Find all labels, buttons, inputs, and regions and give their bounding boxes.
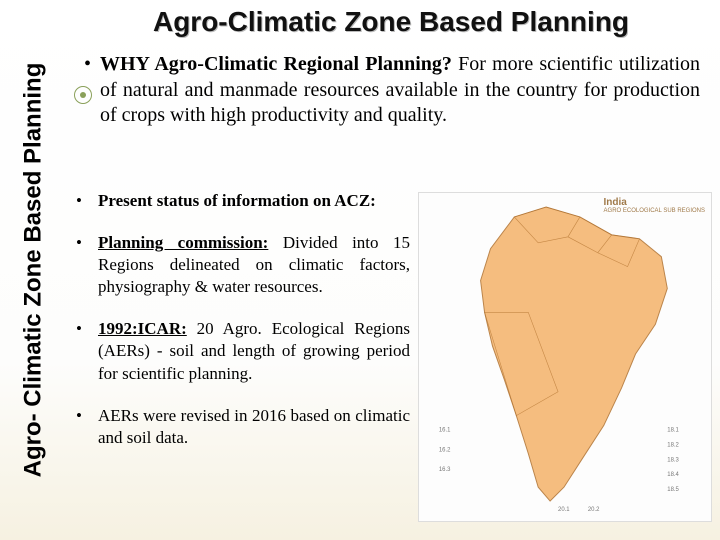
sidebar: Agro- Climatic Zone Based Planning (0, 0, 66, 540)
list-item: Planning commission: Divided into 15 Reg… (74, 232, 410, 298)
svg-text:16.3: 16.3 (439, 467, 451, 473)
svg-text:20.2: 20.2 (588, 507, 600, 513)
map-title: India (604, 197, 705, 208)
svg-text:18.1: 18.1 (667, 427, 679, 433)
bullet-list: Present status of information on ACZ: Pl… (74, 190, 410, 469)
svg-text:20.1: 20.1 (558, 507, 570, 513)
list-item: AERs were revised in 2016 based on clima… (74, 405, 410, 449)
why-paragraph: WHY Agro-Climatic Regional Planning? For… (100, 52, 700, 129)
india-map-figure: India AGRO ECOLOGICAL SUB REGIONS 16.116… (418, 192, 712, 522)
map-subtitle: AGRO ECOLOGICAL SUB REGIONS (604, 208, 705, 214)
svg-text:16.1: 16.1 (439, 427, 451, 433)
item-emph: Planning commission: (98, 233, 268, 252)
sidebar-title: Agro- Climatic Zone Based Planning (19, 63, 47, 478)
item-emph: Present status of information on ACZ: (98, 191, 376, 210)
item-emph: 1992:ICAR: (98, 319, 187, 338)
india-map-icon: 16.1 16.2 16.3 18.1 18.2 18.3 18.4 18.5 20.1 2… (419, 193, 711, 521)
svg-text:18.2: 18.2 (667, 442, 679, 448)
svg-text:18.4: 18.4 (667, 472, 679, 478)
svg-text:18.5: 18.5 (667, 487, 679, 493)
svg-text:16.2: 16.2 (439, 447, 451, 453)
list-item: 1992:ICAR: 20 Agro. Ecological Regions (… (74, 318, 410, 384)
decorative-bullet-icon (74, 86, 92, 104)
slide: Agro- Climatic Zone Based Planning Agro-… (0, 0, 720, 540)
item-rest: AERs were revised in 2016 based on clima… (98, 406, 410, 447)
svg-text:18.3: 18.3 (667, 457, 679, 463)
list-item: Present status of information on ACZ: (74, 190, 410, 212)
why-lead: WHY Agro-Climatic Regional Planning? (100, 53, 452, 75)
slide-title: Agro-Climatic Zone Based Planning (66, 6, 716, 38)
